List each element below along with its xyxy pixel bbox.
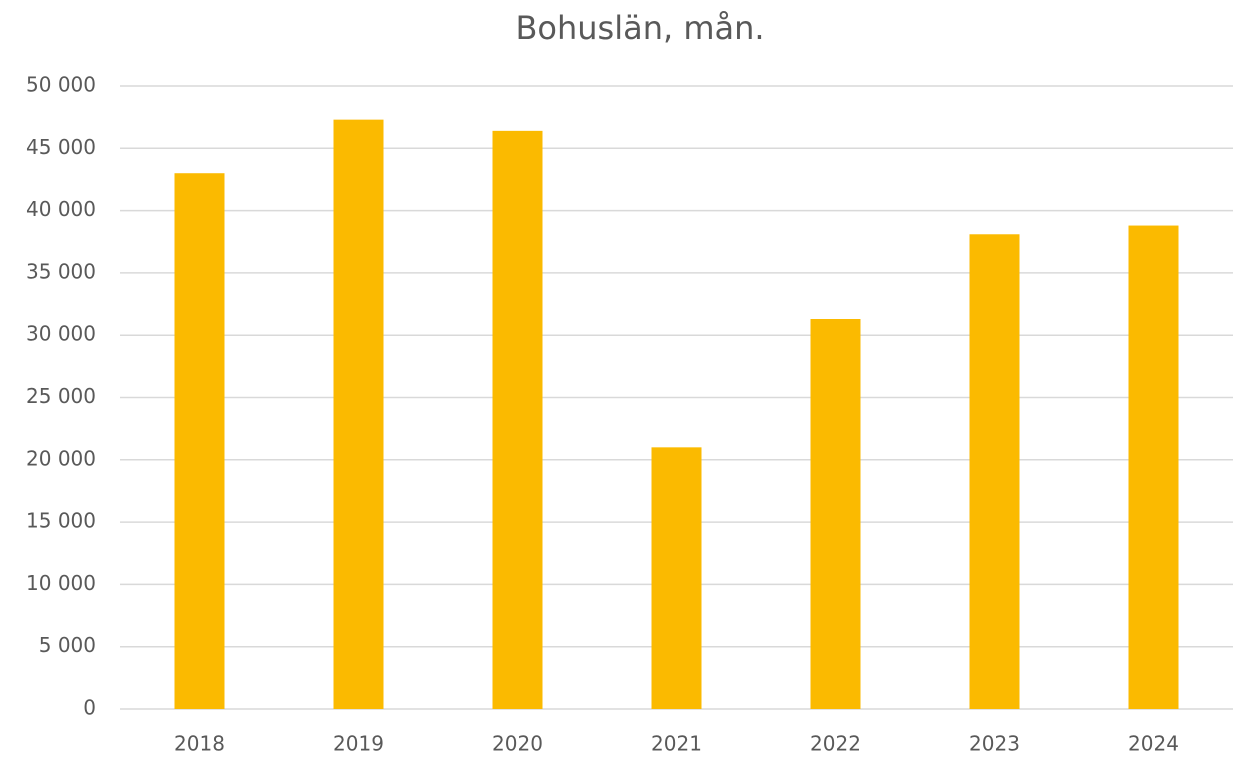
y-tick-label: 5 000	[39, 633, 96, 657]
x-tick-label: 2018	[174, 732, 225, 756]
y-tick-label: 35 000	[26, 259, 96, 283]
x-tick-label: 2020	[492, 732, 543, 756]
chart-title: Bohuslän, mån.	[515, 9, 764, 47]
bar	[333, 119, 384, 710]
x-tick-label: 2021	[651, 732, 702, 756]
x-tick-label: 2024	[1128, 732, 1179, 756]
y-tick-label: 0	[83, 696, 96, 720]
y-tick-label: 25 000	[26, 384, 96, 408]
bar	[810, 319, 861, 709]
x-tick-label: 2019	[333, 732, 384, 756]
y-tick-label: 40 000	[26, 197, 96, 221]
bar	[492, 130, 543, 709]
y-tick-label: 10 000	[26, 571, 96, 595]
x-tick-label: 2022	[810, 732, 861, 756]
bar	[651, 447, 702, 709]
y-tick-label: 30 000	[26, 322, 96, 346]
bar	[1128, 225, 1179, 709]
x-tick-label: 2023	[969, 732, 1020, 756]
y-tick-label: 15 000	[26, 509, 96, 533]
y-tick-label: 20 000	[26, 446, 96, 470]
y-tick-label: 45 000	[26, 135, 96, 159]
y-tick-label: 50 000	[26, 73, 96, 97]
bar	[969, 234, 1020, 710]
bar	[174, 173, 225, 710]
